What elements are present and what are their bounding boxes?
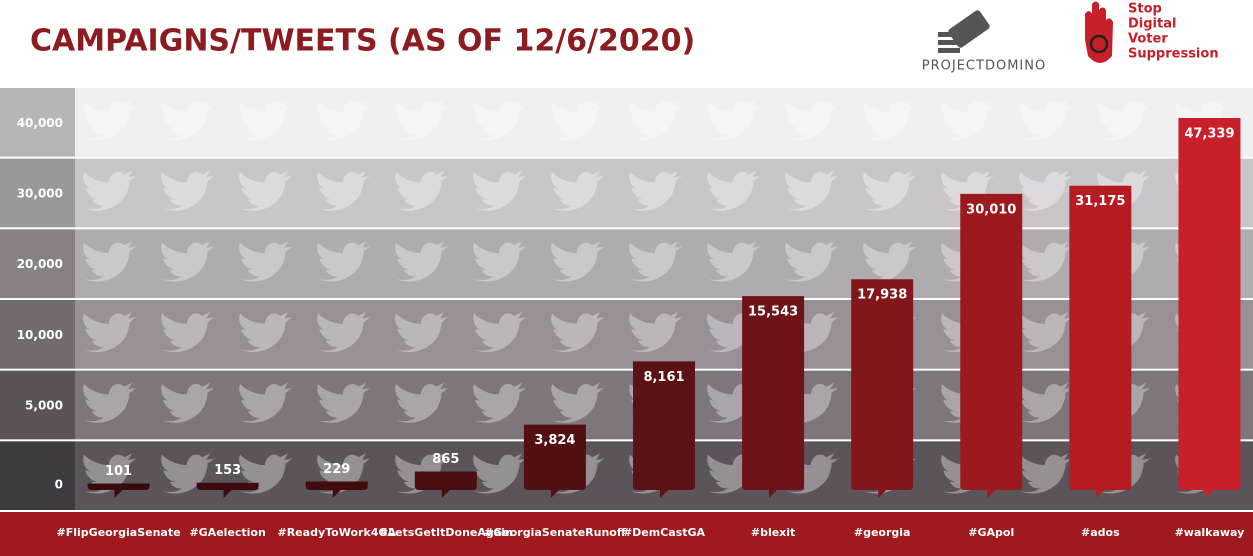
logo-sdvs: Stop Digital Voter Suppression [1085,1,1219,63]
axis-band [0,370,75,440]
bar [633,361,695,498]
axis-band [0,158,75,228]
bar [196,482,259,498]
x-tick-label: #walkaway [1175,526,1245,539]
bar-group: 8,161 [633,361,695,498]
axis-band [0,300,75,369]
bar [414,471,477,498]
bar-group: 153 [196,463,259,498]
x-tick-label: #DemCastGA [623,526,706,539]
value-label: 30,010 [966,202,1016,217]
bar [523,424,586,498]
y-tick-label: 10,000 [17,328,63,342]
bar [87,483,150,498]
bar [742,296,805,498]
value-label: 153 [214,463,241,478]
bar [960,193,1023,499]
x-tick-label: #LetsGetItDoneAgain [379,526,513,539]
value-label: 47,339 [1184,127,1234,142]
logo-domino: PROJECTDOMINO [922,10,1046,74]
bar-group: 47,339 [1178,118,1241,498]
logo-text: Digital [1128,17,1176,32]
bar-group: 3,824 [523,424,586,498]
x-tick-label: #georgia [854,526,911,539]
bar [1178,118,1241,498]
x-tick-label: #blexit [751,526,795,539]
value-label: 15,543 [748,305,798,320]
axis-band [0,229,75,298]
bar [305,481,368,498]
value-label: 865 [432,452,459,467]
value-label: 31,175 [1075,194,1125,209]
value-label: 8,161 [643,370,684,385]
bar-group: 31,175 [1069,185,1132,499]
x-tick-label: #GAelection [189,526,265,539]
y-tick-label: 30,000 [17,187,63,201]
x-tick-label: #ReadyToWork4GA [278,526,397,539]
bar [851,279,914,498]
x-tick-label: #GeorgiaSenateRunoff [484,526,626,539]
bar-group: 229 [305,462,368,498]
value-label: 229 [323,462,350,477]
bar-group: 101 [87,464,150,498]
y-tick-label: 20,000 [17,257,63,271]
x-tick-label: #ados [1081,526,1120,539]
logo-text: Stop [1128,2,1162,17]
category-strip [0,512,1253,556]
bar-group: 865 [414,452,477,498]
logo-text: PROJECTDOMINO [922,59,1046,74]
logo-text: Voter [1128,32,1168,47]
x-tick-label: #GApol [968,526,1014,539]
y-tick-label: 0 [55,478,63,492]
chart-title: CAMPAIGNS/TWEETS (AS OF 12/6/2020) [30,24,695,59]
bar-group: 15,543 [742,296,805,498]
y-tick-label: 40,000 [17,116,63,130]
axis-band [0,88,75,157]
bar-group: 30,010 [960,193,1023,499]
axis-band [0,441,75,510]
value-label: 17,938 [857,288,907,303]
value-label: 3,824 [534,433,575,448]
value-label: 101 [105,464,132,479]
y-tick-label: 5,000 [25,399,63,413]
logo-text: Suppression [1128,47,1219,62]
x-tick-label: #FlipGeorgiaSenate [57,526,181,539]
bar-group: 17,938 [851,279,914,498]
bar [1069,185,1132,499]
